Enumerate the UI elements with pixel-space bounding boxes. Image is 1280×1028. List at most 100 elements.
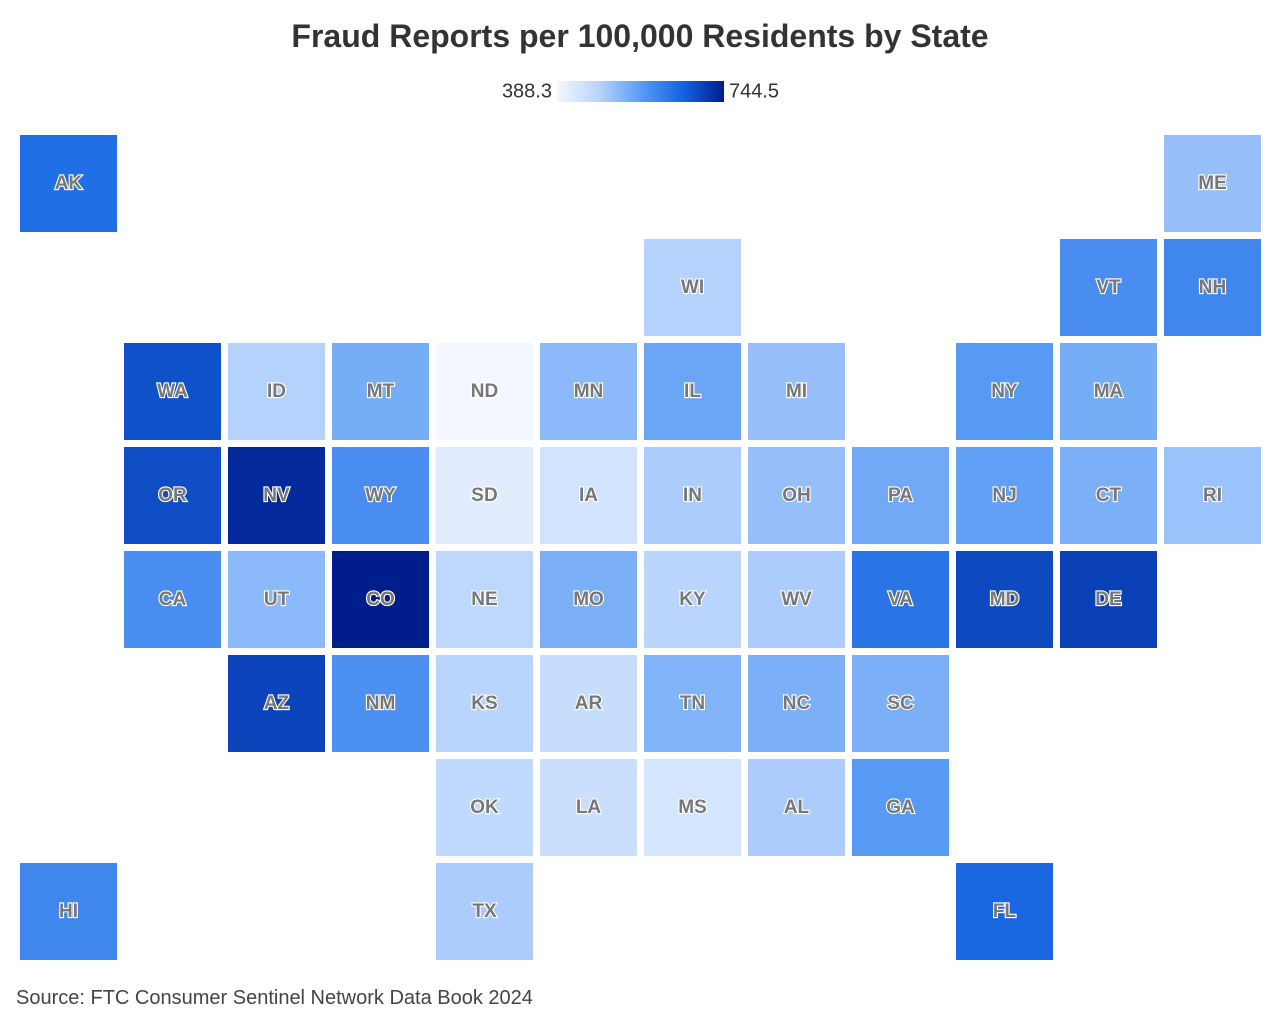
state-tile [124, 447, 221, 544]
state-tile [436, 863, 533, 960]
state-label: LA [576, 797, 602, 818]
state-label: KY [679, 589, 706, 610]
state-label: NC [783, 693, 811, 714]
state-label: TX [472, 901, 497, 922]
state-label: MS [678, 797, 707, 818]
state-tile [852, 551, 949, 648]
state-label: DE [1095, 589, 1121, 610]
state-tile [332, 343, 429, 440]
state-tile [436, 655, 533, 752]
state-label: AL [784, 797, 810, 818]
state-tile [644, 239, 741, 336]
state-tile [228, 655, 325, 752]
state-tile [436, 447, 533, 544]
state-label: SD [471, 485, 497, 506]
state-label: NV [263, 485, 290, 506]
state-label: NH [1199, 277, 1226, 298]
state-label: VA [888, 589, 913, 610]
state-label: OR [158, 485, 187, 506]
state-label: IA [579, 485, 598, 506]
state-label: IN [683, 485, 702, 506]
state-tile [1060, 551, 1157, 648]
state-tile [748, 551, 845, 648]
state-tile [228, 447, 325, 544]
state-label: UT [264, 589, 290, 610]
state-label: MI [786, 381, 807, 402]
state-label: AZ [264, 693, 290, 714]
state-tile [748, 343, 845, 440]
state-tile [332, 655, 429, 752]
state-tile [748, 447, 845, 544]
state-tile [20, 135, 117, 232]
state-tile [540, 655, 637, 752]
state-tile [1060, 239, 1157, 336]
state-tile [1164, 135, 1261, 232]
state-label: CO [366, 589, 395, 610]
state-label: GA [886, 797, 915, 818]
state-tile [436, 759, 533, 856]
state-label: OK [470, 797, 499, 818]
state-tile [748, 655, 845, 752]
state-tile [124, 343, 221, 440]
state-label: NJ [992, 485, 1016, 506]
state-label: MA [1094, 381, 1124, 402]
state-tile [644, 759, 741, 856]
state-tile [436, 551, 533, 648]
chart-title: Fraud Reports per 100,000 Residents by S… [291, 18, 988, 54]
state-label: MN [574, 381, 604, 402]
state-tile [20, 863, 117, 960]
state-label: SC [887, 693, 914, 714]
state-label: NM [366, 693, 396, 714]
state-tile [1060, 447, 1157, 544]
state-tile [644, 551, 741, 648]
state-label: TN [680, 693, 705, 714]
state-label: WA [157, 381, 188, 402]
state-label: CT [1096, 485, 1122, 506]
state-tile [956, 551, 1053, 648]
state-tile [956, 863, 1053, 960]
state-label: MO [573, 589, 604, 610]
state-label: VT [1096, 277, 1121, 298]
state-tile [436, 343, 533, 440]
state-label: WV [781, 589, 812, 610]
state-label: HI [59, 901, 78, 922]
state-label: PA [888, 485, 913, 506]
state-tile [540, 343, 637, 440]
state-label: NY [991, 381, 1018, 402]
state-label: WY [365, 485, 396, 506]
state-tile [644, 343, 741, 440]
state-tile [540, 447, 637, 544]
state-tile [1060, 343, 1157, 440]
state-tile [748, 759, 845, 856]
state-label: ME [1198, 173, 1227, 194]
state-label: ID [267, 381, 286, 402]
state-tile [852, 759, 949, 856]
state-label: ND [471, 381, 498, 402]
state-tile [1164, 447, 1261, 544]
source: Source: FTC Consumer Sentinel Network Da… [16, 987, 533, 1009]
state-tile [228, 551, 325, 648]
state-label: IL [684, 381, 701, 402]
state-tile [644, 655, 741, 752]
state-tile [852, 447, 949, 544]
legend-bar [557, 81, 724, 102]
state-label: FL [993, 901, 1017, 922]
state-tile [956, 343, 1053, 440]
state-label: KS [471, 693, 497, 714]
state-label: WI [681, 277, 704, 298]
state-label: AR [575, 693, 603, 714]
state-tile [228, 343, 325, 440]
state-label: RI [1203, 485, 1222, 506]
state-label: CA [159, 589, 187, 610]
state-tile [124, 551, 221, 648]
state-label: OH [782, 485, 811, 506]
state-tile [1164, 239, 1261, 336]
state-tile [644, 447, 741, 544]
state-tile [332, 551, 429, 648]
legend-min: 388.3 [502, 80, 552, 102]
state-tile [540, 759, 637, 856]
state-tile [852, 655, 949, 752]
state-tile [956, 447, 1053, 544]
state-tile [332, 447, 429, 544]
